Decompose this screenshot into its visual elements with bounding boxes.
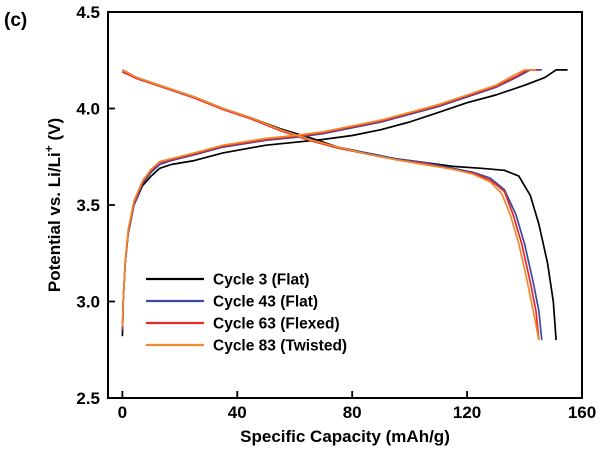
y-tick-label: 3.0: [76, 293, 100, 312]
y-axis-title-sup: +: [42, 145, 56, 152]
x-tick-label: 80: [343, 403, 362, 422]
series-2-charge-line: [121, 69, 542, 331]
y-tick-label: 2.5: [76, 389, 100, 408]
series-3-discharge-line: [122, 71, 540, 341]
x-tick-label: 40: [228, 403, 247, 422]
series-1-discharge-line: [121, 69, 557, 341]
y-tick-label: 4.0: [76, 100, 100, 119]
legend-label: Cycle 3 (Flat): [213, 272, 309, 289]
series-4-charge-line: [121, 69, 536, 327]
x-tick-label: 120: [453, 403, 481, 422]
series-4-discharge-line: [121, 69, 540, 341]
x-tick-label: 0: [118, 403, 127, 422]
y-tick-label: 3.5: [76, 196, 100, 215]
legend-label: Cycle 43 (Flat): [213, 294, 318, 311]
legend-label: Cycle 83 (Twisted): [213, 338, 347, 355]
y-axis-title: Potential vs. Li/Li+ (V): [42, 118, 64, 292]
x-tick-label: 160: [568, 403, 596, 422]
series-3-charge-line: [121, 69, 539, 329]
series-layer: [121, 69, 568, 341]
panel-label: (c): [4, 10, 28, 31]
series-1-charge-line: [121, 69, 568, 337]
y-axis-title-unit: (V): [45, 118, 64, 145]
legend: Cycle 3 (Flat) Cycle 43 (Flat) Cycle 63 (F…: [146, 272, 347, 355]
y-axis-title-main: Potential vs. Li/Li: [45, 152, 64, 292]
legend-label: Cycle 63 (Flexed): [213, 316, 340, 333]
y-tick-label: 4.5: [76, 3, 100, 22]
ticks-layer: 0 40 80 120 160 2.5 3.0 3.5 4.0 4.5: [76, 3, 596, 422]
x-axis-title: Specific Capacity (mAh/g): [240, 427, 450, 446]
series-2-discharge-line: [122, 71, 543, 341]
